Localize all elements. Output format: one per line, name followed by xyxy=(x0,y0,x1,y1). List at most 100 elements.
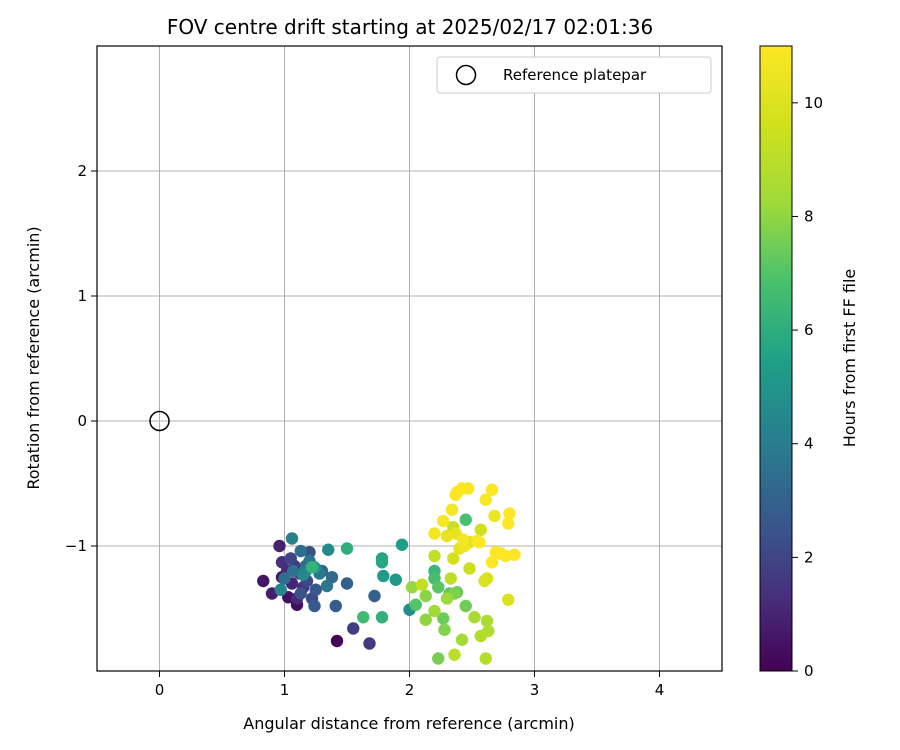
reference-marker xyxy=(149,410,170,432)
data-point xyxy=(502,593,515,606)
x-tick-label: 2 xyxy=(405,681,415,699)
data-point xyxy=(375,556,389,569)
x-tick-label: 1 xyxy=(280,681,290,699)
data-point xyxy=(415,578,429,591)
data-point xyxy=(330,634,344,648)
data-point xyxy=(428,527,441,540)
data-point xyxy=(468,611,481,624)
data-point xyxy=(377,569,390,583)
data-point xyxy=(257,574,270,588)
data-point xyxy=(395,538,409,551)
data-point xyxy=(287,564,300,578)
data-point xyxy=(274,583,287,596)
data-point xyxy=(447,552,460,565)
data-point xyxy=(480,614,494,628)
x-axis-ticks: 0 1 2 3 4 xyxy=(155,671,665,699)
data-point xyxy=(508,548,521,561)
data-point xyxy=(462,482,475,495)
data-point xyxy=(479,493,492,506)
data-point xyxy=(273,539,286,553)
grid xyxy=(97,46,722,671)
data-point xyxy=(357,611,370,624)
data-point xyxy=(405,581,419,594)
data-point xyxy=(278,572,291,585)
reference-point xyxy=(149,410,170,432)
data-point xyxy=(285,532,299,545)
y-tick-label: 1 xyxy=(77,287,87,305)
data-point xyxy=(455,633,469,646)
data-point xyxy=(459,513,472,526)
data-point xyxy=(284,552,297,565)
x-tick-label: 0 xyxy=(155,681,165,699)
data-point xyxy=(445,503,459,516)
data-point xyxy=(473,536,486,549)
data-point xyxy=(438,623,451,636)
data-point xyxy=(474,523,487,536)
data-point xyxy=(419,589,432,603)
colorbar-tick-label: 4 xyxy=(804,435,814,453)
data-point xyxy=(440,592,454,605)
data-point xyxy=(309,583,322,596)
y-tick-label: 0 xyxy=(77,412,87,430)
colorbar-tick-label: 0 xyxy=(804,662,814,680)
data-point xyxy=(297,568,310,581)
data-point xyxy=(320,579,334,593)
legend: Reference platepar xyxy=(436,56,712,94)
data-point xyxy=(368,589,381,603)
colorbar-label: Hours from first FF file xyxy=(840,269,859,448)
x-tick-label: 4 xyxy=(655,681,665,699)
data-point xyxy=(474,629,487,643)
x-axis-label: Angular distance from reference (arcmin) xyxy=(243,714,574,733)
data-point xyxy=(459,599,472,613)
colorbar-tick-label: 6 xyxy=(804,321,814,339)
colorbar-ticks: 0 2 4 6 8 10 xyxy=(792,94,823,680)
legend-label: Reference platepar xyxy=(503,66,647,84)
data-point xyxy=(432,581,445,594)
data-point xyxy=(488,509,501,523)
colorbar-tick-label: 10 xyxy=(804,94,823,112)
y-tick-label: −1 xyxy=(65,537,87,555)
data-point xyxy=(485,556,499,569)
data-point xyxy=(503,507,516,520)
data-point xyxy=(294,544,307,558)
data-point xyxy=(363,637,376,650)
data-point xyxy=(485,483,499,496)
data-point xyxy=(437,612,450,625)
data-point xyxy=(322,543,335,556)
data-point xyxy=(489,546,502,559)
data-point xyxy=(294,587,307,600)
data-point xyxy=(479,652,492,665)
legend-marker xyxy=(455,64,477,86)
data-point xyxy=(432,652,445,665)
data-point xyxy=(448,648,461,661)
colorbar-tick-label: 2 xyxy=(804,548,814,566)
y-tick-label: 2 xyxy=(77,162,87,180)
data-point xyxy=(389,573,402,586)
x-tick-label: 3 xyxy=(530,681,540,699)
data-point xyxy=(440,529,454,543)
data-point xyxy=(463,562,476,575)
data-point xyxy=(437,514,450,528)
data-point xyxy=(305,561,319,574)
data-point xyxy=(375,611,389,624)
data-point xyxy=(444,572,457,585)
colorbar-gradient xyxy=(759,45,793,672)
data-point xyxy=(428,549,441,563)
data-point xyxy=(308,599,321,613)
data-point xyxy=(340,577,354,590)
colorbar-tick-label: 8 xyxy=(804,207,814,225)
data-point xyxy=(409,598,422,611)
data-point xyxy=(419,613,432,626)
data-point xyxy=(329,599,342,613)
data-point xyxy=(457,533,470,546)
y-axis-label: Rotation from reference (arcmin) xyxy=(24,226,43,489)
legend-box xyxy=(436,56,712,94)
data-points xyxy=(257,482,521,665)
data-point xyxy=(347,622,360,635)
data-point xyxy=(478,574,491,588)
data-point xyxy=(428,604,441,618)
data-point xyxy=(502,517,515,530)
data-point xyxy=(340,542,354,555)
chart-title: FOV centre drift starting at 2025/02/17 … xyxy=(167,15,653,39)
